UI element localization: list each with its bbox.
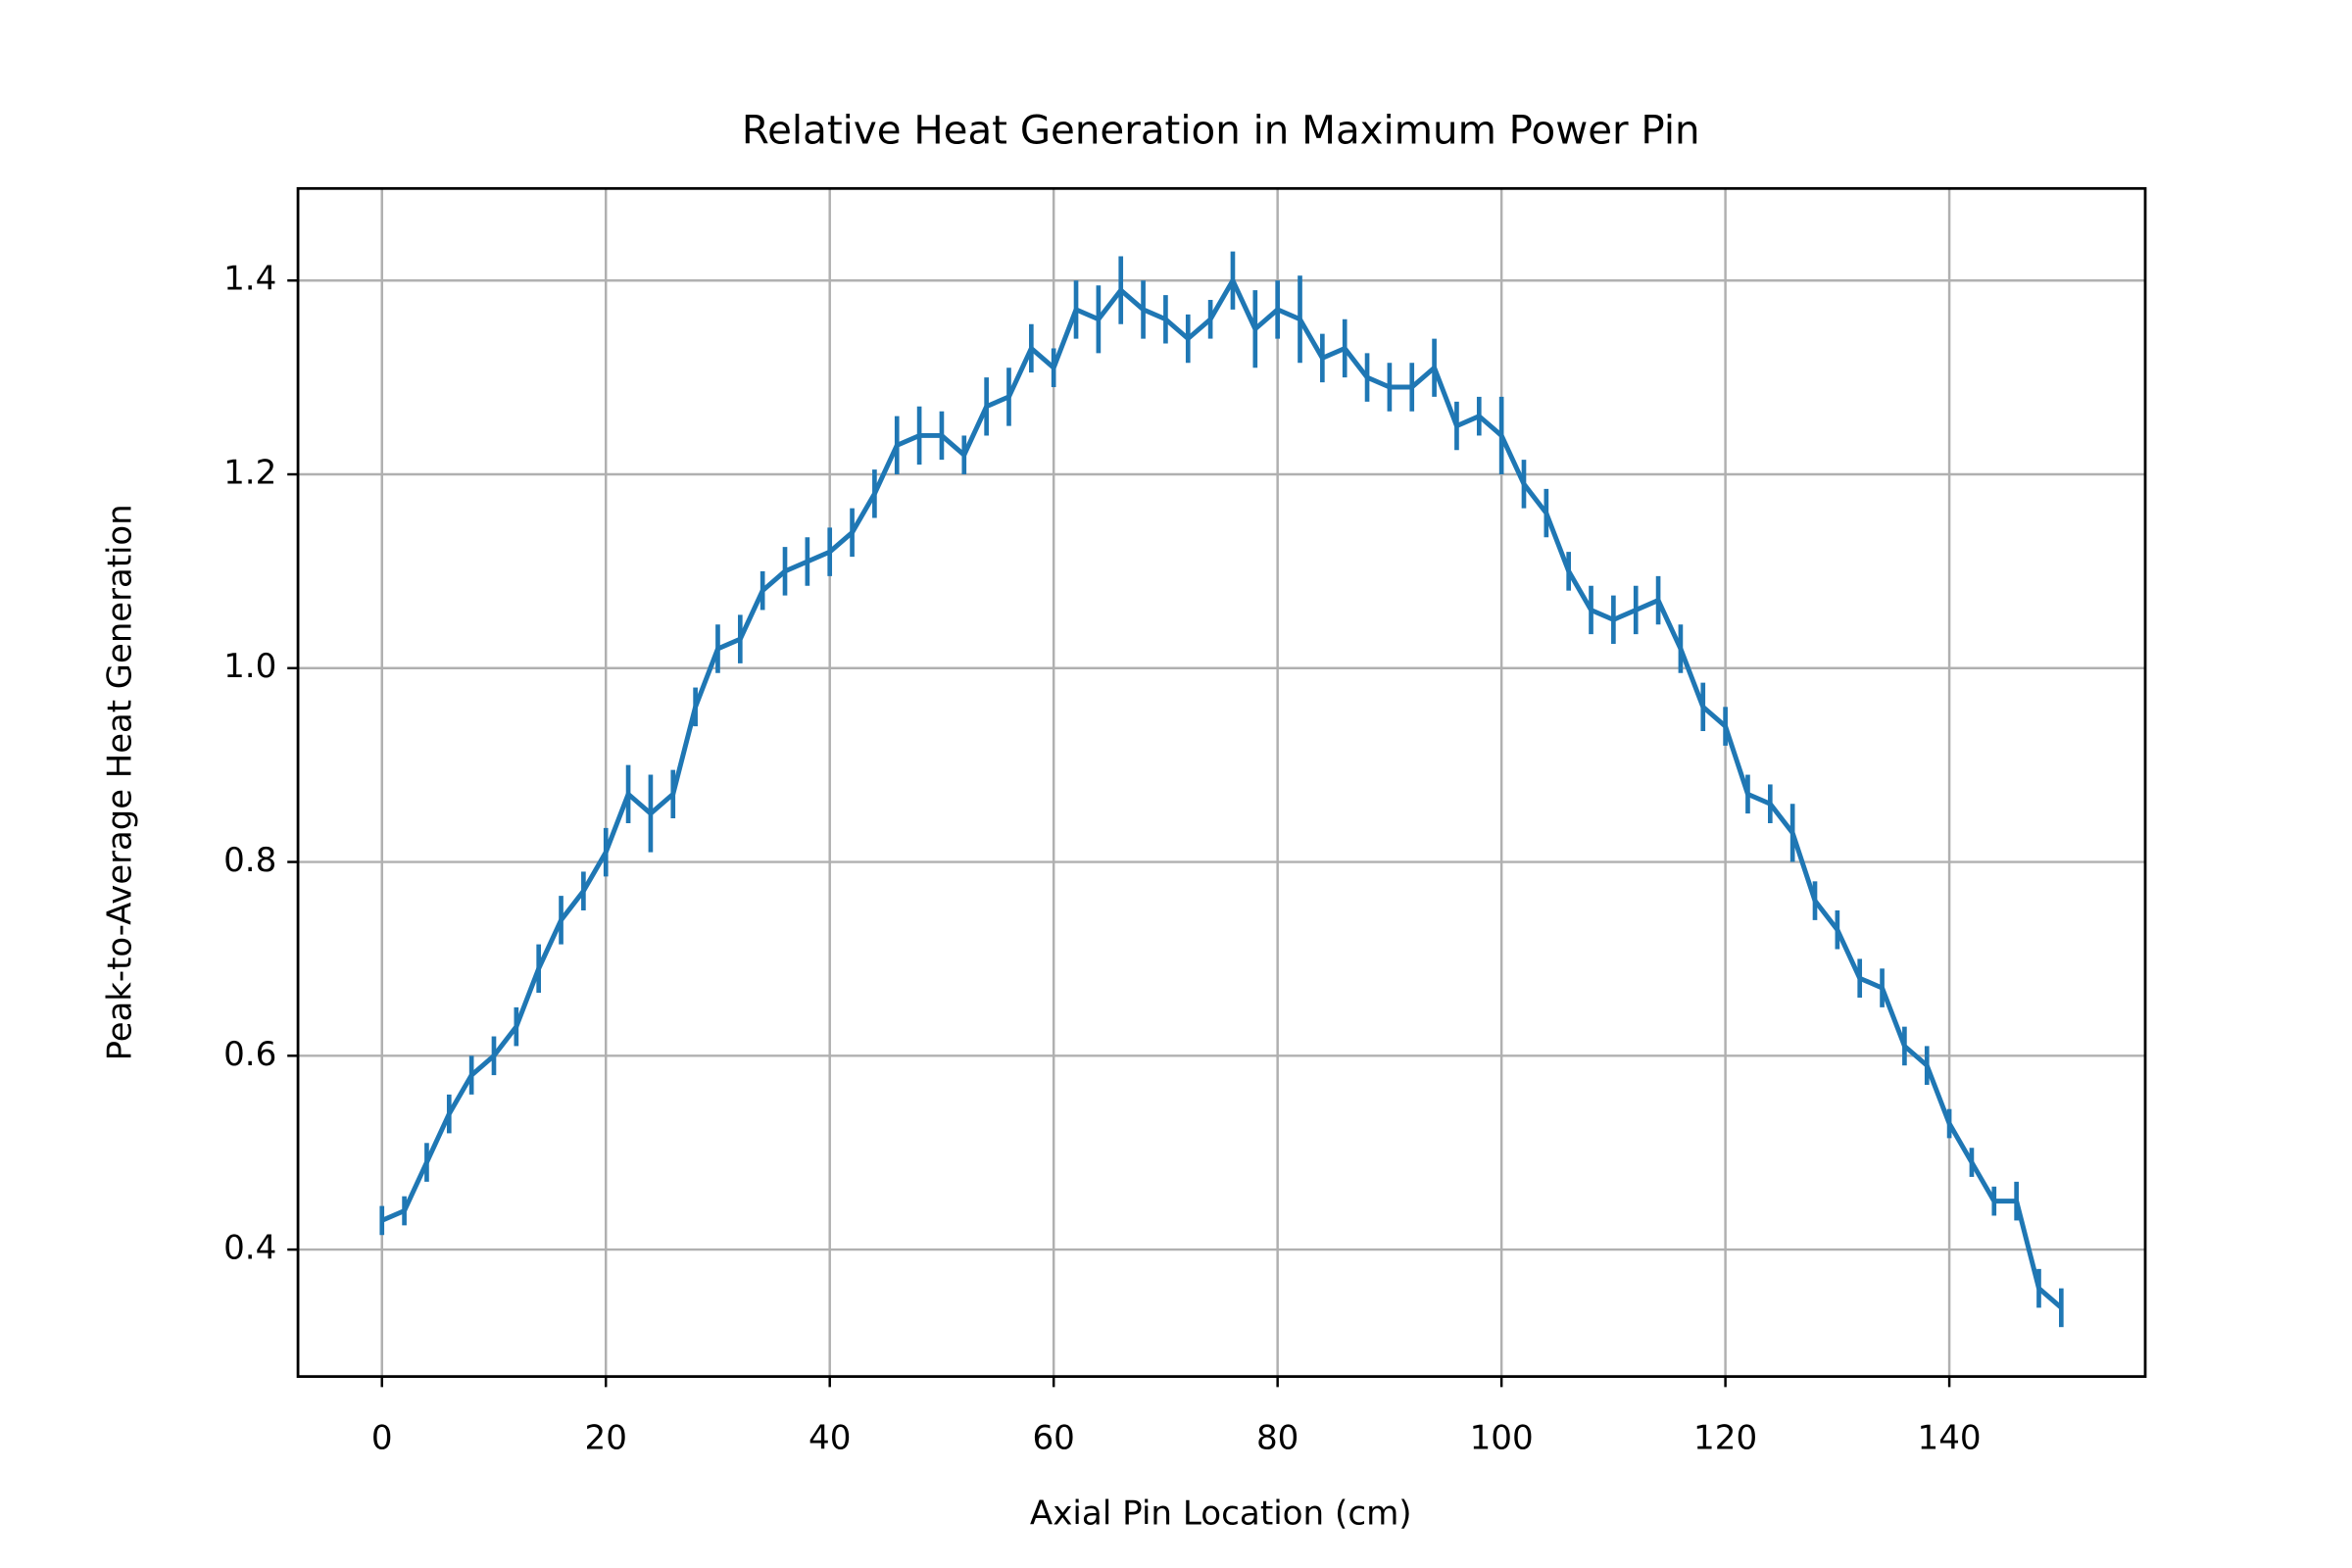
x-tick-label: 120 bbox=[1693, 1419, 1757, 1458]
x-tick-label: 100 bbox=[1470, 1419, 1534, 1458]
y-tick-label: 0.8 bbox=[223, 841, 276, 880]
y-tick-label: 1.2 bbox=[223, 454, 276, 493]
chart-title: Relative Heat Generation in Maximum Powe… bbox=[742, 108, 1700, 153]
x-axis-label: Axial Pin Location (cm) bbox=[1030, 1494, 1412, 1534]
x-tick-label: 20 bbox=[585, 1419, 627, 1458]
y-axis-label: Peak-to-Average Heat Generation bbox=[101, 504, 140, 1060]
y-tick-label: 1.4 bbox=[223, 260, 276, 299]
data-line bbox=[380, 277, 2063, 1310]
y-tick-label: 0.6 bbox=[223, 1035, 276, 1074]
x-tick-label: 80 bbox=[1256, 1419, 1298, 1458]
y-tick-label: 1.0 bbox=[223, 647, 276, 686]
x-tick-label: 0 bbox=[371, 1419, 393, 1458]
y-tick-label: 0.4 bbox=[223, 1229, 276, 1268]
plot-frame bbox=[296, 186, 2147, 1378]
x-tick-label: 60 bbox=[1032, 1419, 1074, 1458]
x-tick-label: 140 bbox=[1918, 1419, 1982, 1458]
x-tick-label: 40 bbox=[808, 1419, 851, 1458]
